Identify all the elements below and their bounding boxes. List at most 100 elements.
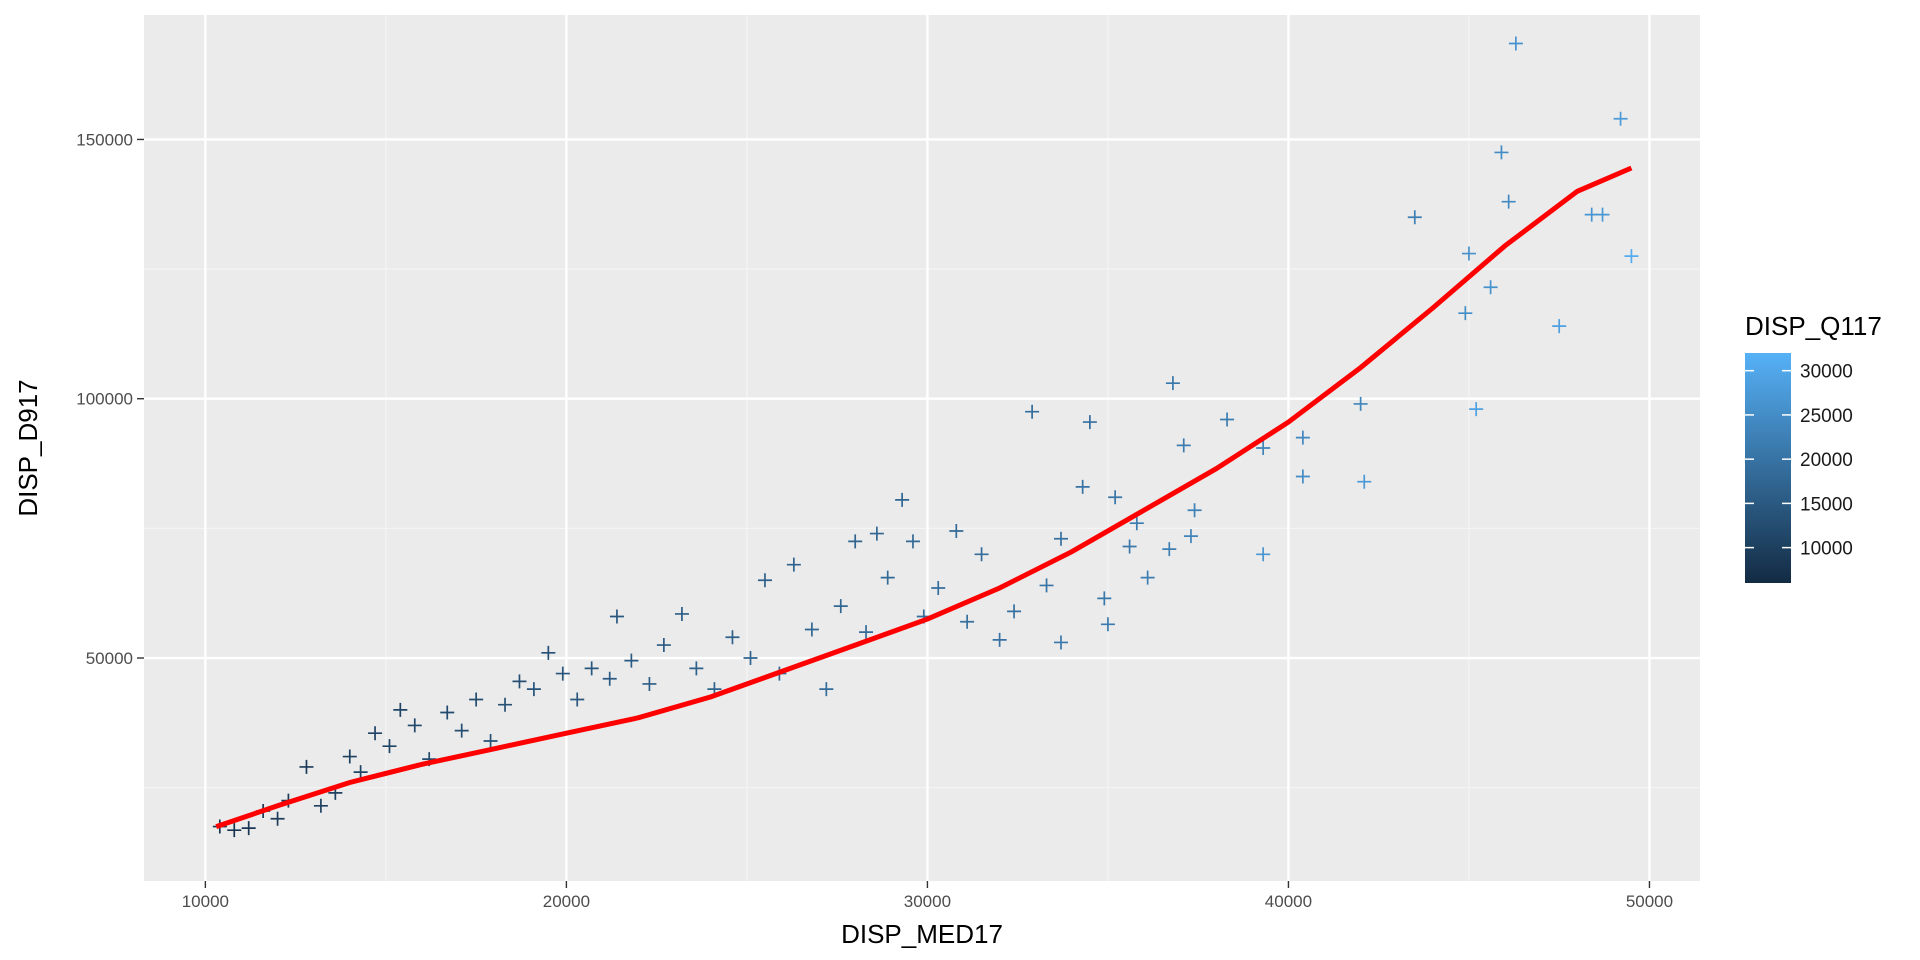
data-point	[1165, 376, 1180, 391]
data-point	[895, 492, 910, 507]
data-point	[227, 823, 242, 838]
data-point	[1176, 438, 1191, 453]
data-point	[602, 671, 617, 686]
data-point	[1256, 547, 1271, 562]
data-point	[241, 821, 256, 836]
data-point	[931, 581, 946, 596]
data-point	[960, 614, 975, 629]
data-point	[609, 609, 624, 624]
legend-ticks: 10000 15000 20000 25000 30000	[1745, 362, 1853, 560]
data-point	[848, 534, 863, 549]
data-point	[541, 645, 556, 660]
legend-tick-label: 30000	[1800, 362, 1853, 383]
data-point	[833, 599, 848, 614]
y-axis-title: DISP_D917	[13, 379, 43, 516]
data-point	[483, 733, 498, 748]
data-point	[974, 547, 989, 562]
data-point	[689, 661, 704, 676]
data-point	[1483, 280, 1498, 295]
data-point	[1100, 617, 1115, 632]
data-point	[1508, 36, 1523, 51]
data-point	[469, 692, 484, 707]
data-point	[1162, 542, 1177, 557]
data-point	[880, 570, 895, 585]
legend-tick-label: 20000	[1800, 450, 1853, 471]
data-point	[313, 798, 328, 813]
data-point	[1552, 319, 1567, 334]
data-point	[555, 666, 570, 681]
data-point	[526, 682, 541, 697]
data-point	[1624, 249, 1639, 264]
data-point	[1494, 145, 1509, 160]
data-point	[1122, 539, 1137, 554]
data-point	[786, 557, 801, 572]
data-point	[353, 765, 368, 780]
x-tick-label: 10000	[182, 892, 229, 911]
data-point	[624, 653, 639, 668]
data-point	[1469, 402, 1484, 417]
trend-line	[215, 165, 1633, 829]
data-point	[869, 526, 884, 541]
data-point	[859, 625, 874, 640]
data-point	[819, 682, 834, 697]
y-axis: 50000 100000 150000	[76, 130, 144, 668]
data-point	[1053, 531, 1068, 546]
data-points	[212, 36, 1639, 838]
data-point	[1595, 207, 1610, 222]
data-point	[1220, 412, 1235, 427]
x-tick-label: 40000	[1265, 892, 1312, 911]
data-point	[992, 632, 1007, 647]
y-tick-label: 150000	[76, 130, 133, 149]
data-point	[1295, 430, 1310, 445]
x-tick-label: 50000	[1626, 892, 1673, 911]
data-point	[1039, 578, 1054, 593]
data-point	[1053, 635, 1068, 650]
data-point	[1108, 490, 1123, 505]
data-point	[368, 726, 383, 741]
data-point	[270, 811, 285, 826]
data-point	[1295, 469, 1310, 484]
colorbar	[1745, 353, 1791, 583]
data-point	[1613, 111, 1628, 126]
data-point	[725, 630, 740, 645]
data-point	[1353, 396, 1368, 411]
data-point	[382, 739, 397, 754]
data-point	[1007, 604, 1022, 619]
legend-tick-label: 15000	[1800, 494, 1853, 515]
legend-title: DISP_Q117	[1745, 311, 1882, 341]
data-point	[584, 661, 599, 676]
data-point	[1256, 441, 1271, 455]
x-tick-label: 20000	[543, 892, 590, 911]
data-point	[674, 606, 689, 621]
data-point	[454, 723, 469, 738]
data-point	[1187, 503, 1202, 518]
data-point	[1082, 415, 1097, 430]
legend-tick-label: 10000	[1800, 539, 1853, 560]
data-point	[440, 705, 455, 720]
grid-major	[144, 15, 1700, 881]
data-point	[1183, 529, 1198, 544]
y-tick-label: 50000	[86, 649, 133, 668]
grid-minor	[144, 15, 1700, 881]
data-point	[512, 674, 527, 689]
data-point	[1458, 306, 1473, 321]
data-point	[1025, 404, 1040, 419]
data-point	[1097, 591, 1112, 606]
data-point	[407, 718, 422, 733]
data-point	[1407, 210, 1422, 225]
plot-panel	[144, 15, 1700, 881]
data-point	[743, 651, 758, 666]
data-point	[949, 523, 964, 538]
data-point	[1075, 479, 1090, 494]
data-point	[905, 534, 920, 549]
data-point	[656, 638, 671, 653]
x-axis-title: DISP_MED17	[841, 919, 1003, 949]
y-tick-label: 100000	[76, 390, 133, 409]
data-point	[1461, 246, 1476, 261]
data-point	[1357, 474, 1372, 489]
data-point	[1140, 570, 1155, 585]
data-point	[342, 749, 357, 764]
data-point	[393, 702, 408, 717]
data-point	[642, 676, 657, 691]
